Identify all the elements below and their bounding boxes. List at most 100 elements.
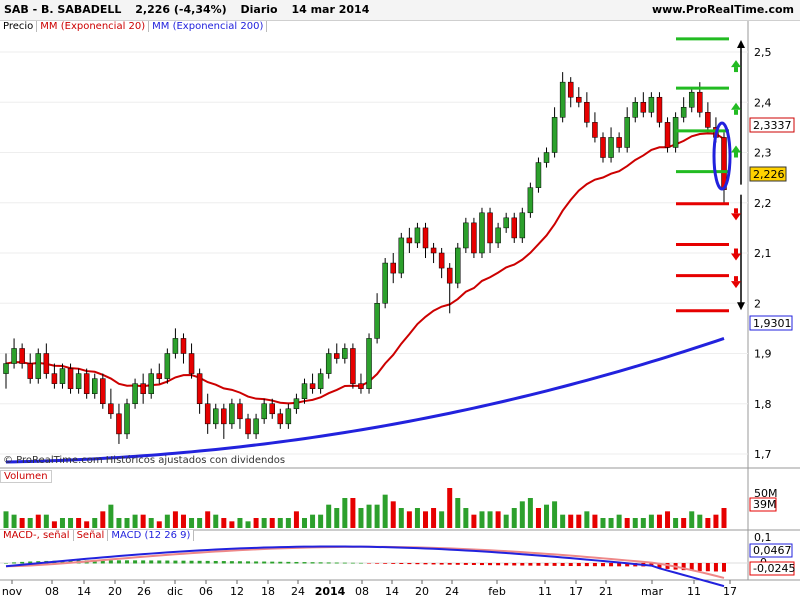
macd-histogram-bar	[722, 563, 726, 572]
candle-body	[261, 403, 267, 420]
mm200-price-label: 1,9301	[753, 317, 792, 330]
candle-body	[487, 212, 493, 244]
macd-histogram-bar	[375, 563, 380, 564]
volume-bar	[382, 494, 388, 528]
legend-mm200[interactable]: MM (Exponencial 200)	[149, 21, 268, 32]
last-price-tag	[749, 166, 787, 182]
macd-histogram-bar	[423, 563, 428, 565]
volume-bar	[27, 518, 33, 528]
volume-bar	[390, 501, 396, 528]
macd-histogram-bar	[116, 560, 121, 564]
date-tick-label: 24	[291, 585, 305, 598]
date-tick-label: feb	[488, 585, 506, 598]
volume-bar	[535, 508, 541, 528]
candle-body	[253, 418, 259, 435]
volume-last-tag	[749, 497, 777, 512]
volume-last-label: 39M	[753, 498, 777, 511]
date-tick-label: mar	[641, 585, 663, 598]
date-tick-label: 24	[445, 585, 459, 598]
volume-bar	[665, 511, 671, 528]
red-down-arrow-stem	[734, 276, 738, 282]
candle-body	[334, 353, 340, 359]
volume-bar	[253, 518, 259, 528]
volume-legend[interactable]: Volumen	[0, 470, 52, 483]
volume-bar	[592, 514, 598, 528]
red-down-arrow-stem	[734, 248, 738, 254]
volume-bar	[527, 498, 533, 528]
volume-bar	[318, 514, 324, 528]
candle-body	[600, 137, 606, 158]
candle-body	[656, 96, 663, 123]
legend-signal[interactable]: Señal	[73, 530, 109, 541]
price-tick-label: 2,1	[754, 247, 772, 260]
date-tick-label: 20	[108, 585, 122, 598]
candle-body	[680, 107, 687, 118]
macd-histogram-bar	[229, 561, 234, 564]
macd-histogram-bar	[512, 563, 517, 566]
macd-histogram-bar	[60, 560, 65, 564]
red-down-arrow-head	[731, 281, 741, 289]
volume-bar	[172, 511, 178, 528]
candle-body	[188, 353, 195, 374]
macd-histogram-bar	[141, 560, 146, 564]
legend-price[interactable]: Precio	[0, 21, 38, 32]
legend-mm20[interactable]: MM (Exponencial 20)	[37, 21, 150, 32]
credit-text: © ProRealTime.com Históricos ajustados c…	[3, 455, 286, 466]
site-label: www.ProRealTime.com	[651, 3, 794, 16]
volume-bar	[398, 508, 404, 528]
date-tick-label: nov	[2, 585, 23, 598]
macd-histogram-bar	[342, 562, 347, 564]
volume-bar	[439, 511, 445, 528]
macd-histogram-bar	[471, 563, 476, 565]
candle-body	[51, 373, 58, 384]
candle-body	[100, 378, 106, 404]
mm20-price-tag	[749, 117, 795, 133]
volume-bar	[721, 508, 727, 528]
green-up-arrow-head	[731, 60, 741, 68]
candle-body	[156, 373, 163, 379]
candle-body	[406, 237, 413, 244]
macd-histogram-bar	[463, 563, 468, 565]
macd-histogram-bar	[600, 563, 605, 567]
macd-legend: MACD-, señal Señal MACD (12 26 9)	[0, 530, 195, 541]
candle-body	[83, 373, 90, 394]
date-tick-label: 11	[538, 585, 552, 598]
legend-macd-minus[interactable]: MACD-, señal	[0, 530, 74, 541]
candle-body	[576, 96, 582, 103]
volume-bar	[334, 508, 340, 528]
up-arrow-head	[737, 39, 745, 48]
volume-bar	[76, 518, 82, 528]
legend-macd[interactable]: MACD (12 26 9)	[108, 530, 195, 541]
red-down-arrow-head	[731, 253, 741, 261]
macd-histogram-bar	[205, 560, 210, 564]
candle-body	[358, 383, 364, 389]
macd-histogram-bar	[479, 563, 484, 566]
volume-bar	[245, 521, 251, 528]
price-tick-label: 2	[754, 297, 761, 310]
date-tick-label: 11	[687, 585, 701, 598]
date-tick-label: 06	[199, 585, 213, 598]
date-label: 14 mar 2014	[291, 3, 370, 16]
candle-body	[140, 383, 146, 394]
volume-bar	[43, 514, 49, 528]
macd-histogram-bar	[681, 563, 686, 571]
candle-body	[616, 137, 622, 148]
candle-body	[479, 212, 485, 254]
candle-body	[648, 96, 655, 113]
mm200-polyline	[5, 337, 725, 464]
macd-histogram-bar	[415, 563, 420, 565]
volume-bar	[59, 518, 65, 528]
candle-body	[245, 418, 251, 435]
volume-bar	[616, 514, 622, 528]
candle-body	[640, 102, 647, 113]
volume-bar	[164, 514, 170, 528]
date-tick-label: 14	[385, 585, 399, 598]
macd-v1-label: 0,0467	[753, 544, 792, 557]
date-tick-label: 2014	[315, 585, 346, 598]
volume-bar	[358, 508, 364, 528]
macd-histogram-bar	[399, 563, 404, 564]
macd-histogram-bar	[520, 563, 525, 566]
candle-body	[382, 262, 388, 304]
candle-body	[592, 122, 598, 138]
